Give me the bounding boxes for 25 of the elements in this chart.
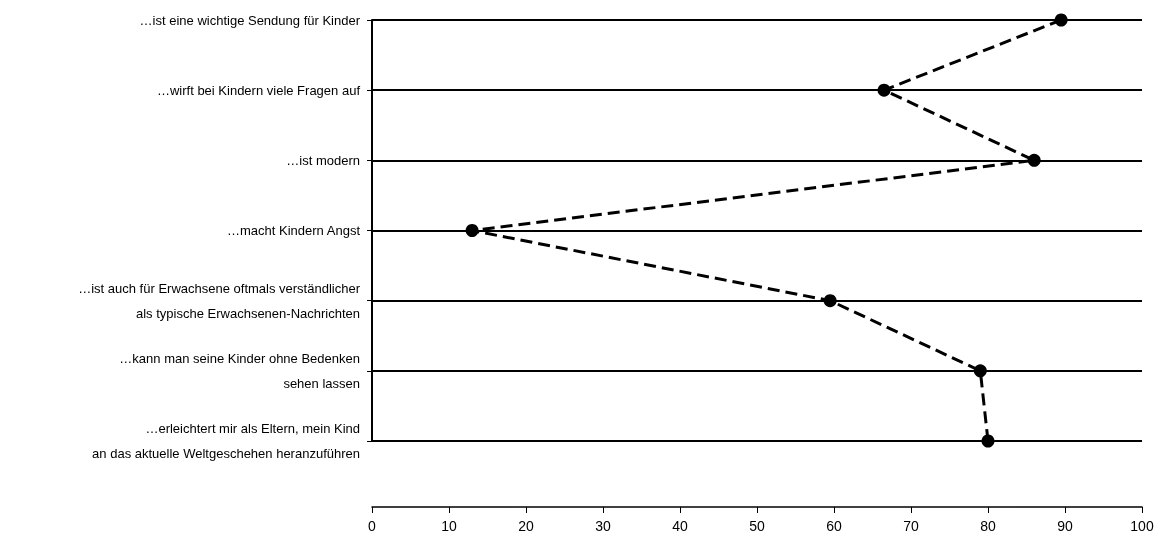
x-tick-label: 70 xyxy=(903,518,919,534)
y-tick-label: …erleichtert mir als Eltern, mein Kind an das aktuelle Weltgeschehen heranzuführen xyxy=(92,421,360,461)
point xyxy=(973,364,987,378)
y-tick-label: …ist modern xyxy=(286,152,360,168)
x-tick-label: 60 xyxy=(826,518,842,534)
x-tick-label: 50 xyxy=(749,518,765,534)
x-tick-label: 100 xyxy=(1130,518,1154,534)
point xyxy=(465,224,479,237)
point xyxy=(981,434,995,448)
y-tick-label: …kann man seine Kinder ohne Bedenken sehen lassen xyxy=(119,350,360,391)
x-tick-label: 30 xyxy=(595,518,611,534)
y-tick-label: …ist eine wichtige Sendung für Kinder xyxy=(139,12,361,28)
y-tick-label: …wirft bei Kindern viele Fragen auf xyxy=(156,82,361,98)
x-tick-label: 90 xyxy=(1057,518,1073,534)
point xyxy=(1054,13,1068,27)
x-tick-label: 40 xyxy=(672,518,688,534)
y-tick-label: …macht Kindern Angst xyxy=(227,223,361,238)
point xyxy=(823,294,837,308)
point xyxy=(1027,153,1041,167)
y-tick-label: …ist auch für Erwachsene oftmals verständlicher als typische Erwachsenen-Nachrichten xyxy=(78,280,361,321)
x-tick-label: 0 xyxy=(368,518,377,534)
x-tick-label: 20 xyxy=(518,518,534,534)
point xyxy=(877,83,891,97)
x-tick-label: 80 xyxy=(980,518,996,534)
x-tick-label: 10 xyxy=(441,518,457,534)
